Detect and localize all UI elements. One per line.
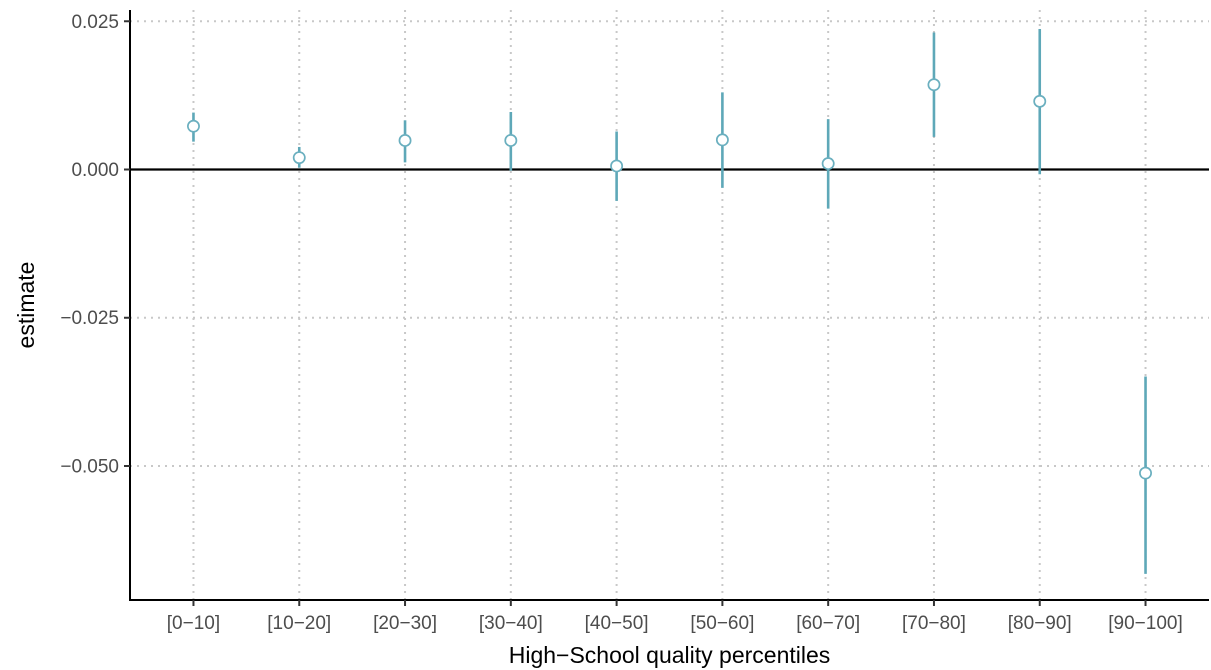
axes xyxy=(124,10,1209,606)
point-1 xyxy=(292,151,306,165)
x-tick-label-2: [20−30] xyxy=(373,613,437,634)
point-8 xyxy=(1033,94,1047,108)
x-tick-labels: [0−10] [10−20] [20−30] [30−40] [40−50] [50−60… xyxy=(167,613,1183,634)
grid-lines xyxy=(130,10,1209,600)
y-tick-label-2: −0.025 xyxy=(60,308,119,329)
point-0 xyxy=(187,119,200,133)
x-tick-label-5: [50−60] xyxy=(690,613,754,634)
y-tick-label-3: −0.050 xyxy=(60,456,119,477)
x-tick-label-9: [90−100] xyxy=(1108,613,1183,634)
y-tick-labels: 0.025 0.000 −0.025 −0.050 xyxy=(60,12,119,478)
y-tick-label-1: 0.000 xyxy=(71,160,119,181)
point-9 xyxy=(1139,466,1152,480)
x-tick-label-4: [40−50] xyxy=(585,613,649,634)
x-tick-label-3: [30−40] xyxy=(479,613,543,634)
x-tick-label-0: [0−10] xyxy=(167,613,220,634)
point-2 xyxy=(398,134,412,147)
y-tick-label-0: 0.025 xyxy=(71,12,119,33)
x-axis-title: High−School quality percentiles xyxy=(509,642,831,668)
x-tick-label-1: [10−20] xyxy=(267,613,331,634)
point-3 xyxy=(504,134,518,147)
point-5 xyxy=(715,133,729,147)
point-4 xyxy=(610,159,624,173)
x-tick-label-8: [80−90] xyxy=(1008,613,1072,634)
error-bars xyxy=(192,28,1147,574)
x-tick-label-6: [60−70] xyxy=(796,613,860,634)
point-6 xyxy=(821,157,835,171)
point-7 xyxy=(927,78,941,92)
x-tick-label-7: [70−80] xyxy=(902,613,966,634)
points xyxy=(187,78,1152,480)
y-axis-title: estimate xyxy=(13,262,39,349)
